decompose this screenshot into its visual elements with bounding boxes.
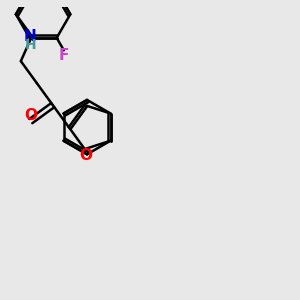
Text: F: F: [59, 48, 69, 63]
Text: H: H: [25, 38, 36, 52]
Text: O: O: [24, 108, 37, 123]
Text: O: O: [80, 148, 93, 163]
Text: N: N: [24, 29, 37, 44]
